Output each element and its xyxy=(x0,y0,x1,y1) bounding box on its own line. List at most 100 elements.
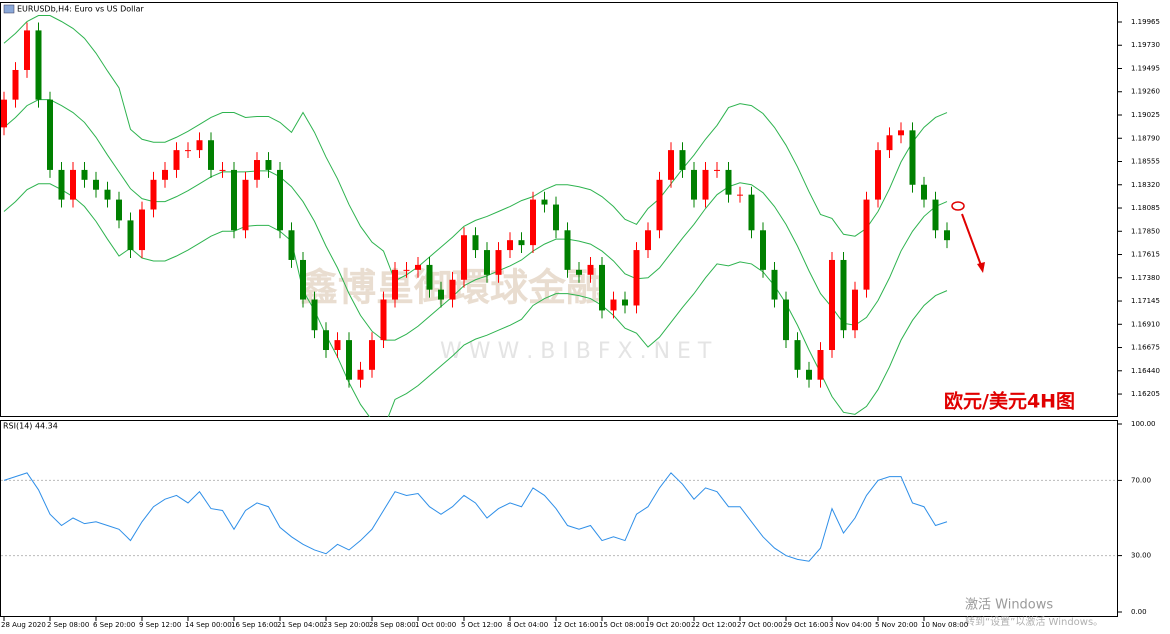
y-tick-label: 1.17380 xyxy=(1131,274,1160,282)
candle-body xyxy=(576,269,582,275)
candle-body xyxy=(507,240,513,251)
candle-body xyxy=(231,169,237,231)
y-tick-label: 30.00 xyxy=(1131,552,1151,560)
y-tick-label: 1.19495 xyxy=(1131,64,1160,72)
candle-body xyxy=(150,179,157,210)
candle-body xyxy=(668,150,674,180)
x-tick-label: 28 Sep 08:00 xyxy=(369,621,416,629)
candle-body xyxy=(127,220,134,251)
x-tick-label: 15 Oct 08:00 xyxy=(599,621,645,629)
candle-body xyxy=(311,299,318,331)
candle-body xyxy=(357,369,364,380)
candle-body xyxy=(806,369,812,380)
candle-body xyxy=(760,230,766,270)
candle-body xyxy=(426,264,433,290)
candle-body xyxy=(875,150,881,200)
x-tick-label: 21 Sep 04:00 xyxy=(277,621,324,629)
rsi-line xyxy=(3,472,948,562)
x-tick-label: 10 Nov 08:00 xyxy=(921,621,968,629)
candle-body xyxy=(484,250,490,275)
candle-body xyxy=(737,194,743,196)
candle-body xyxy=(403,269,410,271)
candle-body xyxy=(771,269,778,300)
candle-body xyxy=(219,169,226,171)
candle-body xyxy=(438,289,444,300)
annotation-circle xyxy=(951,201,965,211)
candle-body xyxy=(863,199,870,290)
y-tick-label: 0.00 xyxy=(1131,608,1147,616)
rsi-title: RSI(14) 44.34 xyxy=(3,422,58,431)
candle-body xyxy=(242,179,249,231)
y-tick-label: 1.18085 xyxy=(1131,204,1160,212)
candle-body xyxy=(334,340,341,351)
candle-body xyxy=(162,169,168,180)
x-tick-label: 5 Oct 12:00 xyxy=(461,621,502,629)
candle-body xyxy=(622,299,628,306)
candle-body xyxy=(472,235,479,251)
candle-body xyxy=(196,140,203,151)
candle-body xyxy=(81,169,88,180)
candle-body xyxy=(392,269,398,300)
x-tick-label: 28 Aug 2020 xyxy=(1,621,46,629)
x-tick-label: 27 Oct 00:00 xyxy=(737,621,783,629)
candle-body xyxy=(12,69,19,100)
windows-activate: 激活 Windows xyxy=(965,598,1053,613)
candle-body xyxy=(817,350,824,380)
candle-body xyxy=(461,235,467,280)
candle-body xyxy=(277,169,283,231)
candle-body xyxy=(58,169,65,200)
x-tick-label: 19 Oct 20:00 xyxy=(645,621,691,629)
y-tick-label: 1.19730 xyxy=(1131,41,1160,49)
x-tick-label: 5 Nov 20:00 xyxy=(875,621,918,629)
annotation-arrowhead xyxy=(977,262,985,273)
candle-body xyxy=(369,340,375,370)
candle-body xyxy=(714,169,720,171)
y-tick-label: 1.16910 xyxy=(1131,320,1160,328)
candle-body xyxy=(725,169,732,195)
candle-body xyxy=(564,230,571,270)
band-upper xyxy=(3,15,948,282)
candle-body xyxy=(679,150,686,170)
candle-body xyxy=(380,299,387,341)
candle-body xyxy=(288,230,295,260)
band-middle xyxy=(3,99,948,341)
candle-body xyxy=(852,289,858,331)
plot xyxy=(1,15,950,417)
y-tick-label: 1.16205 xyxy=(1131,390,1160,398)
candle-body xyxy=(656,179,663,231)
y-tick-label: 1.18790 xyxy=(1131,134,1160,142)
candle-body xyxy=(645,230,651,251)
candle-body xyxy=(633,250,640,306)
y-tick-label: 1.17145 xyxy=(1131,297,1160,305)
candle-body xyxy=(208,140,214,170)
candle-body xyxy=(530,199,536,246)
x-tick-label: 29 Oct 16:00 xyxy=(783,621,829,629)
candle-body xyxy=(323,330,329,351)
watermark-url: W W W . B I B F X . N E T xyxy=(440,339,712,364)
x-tick-label: 12 Oct 16:00 xyxy=(553,621,599,629)
y-tick-label: 1.19260 xyxy=(1131,88,1160,96)
candle-body xyxy=(691,169,697,200)
candle-body xyxy=(599,264,605,311)
candle-body xyxy=(300,259,306,300)
candle-body xyxy=(794,340,801,370)
candle-body xyxy=(783,299,789,341)
band-lower xyxy=(3,183,948,417)
candle-body xyxy=(415,264,421,270)
y-tick-label: 1.17850 xyxy=(1131,227,1160,235)
windows-hint: 转到“设置”以激活 Windows。 xyxy=(965,615,1103,628)
candle-body xyxy=(139,209,145,251)
chart-title: EURUSDb,H4: Euro vs US Dollar xyxy=(17,5,145,14)
x-tick-label: 9 Sep 12:00 xyxy=(139,621,181,629)
candle-body xyxy=(921,184,927,200)
candle-body xyxy=(116,199,122,221)
candle-body xyxy=(886,135,893,151)
candle-body xyxy=(587,264,594,275)
candle-body xyxy=(173,150,180,170)
chart-icon xyxy=(3,4,15,14)
candle-body xyxy=(610,299,617,311)
y-tick-label: 1.18320 xyxy=(1131,181,1160,189)
candle-body xyxy=(909,130,916,185)
x-tick-label: 8 Oct 04:00 xyxy=(507,621,548,629)
x-tick-label: 6 Sep 20:00 xyxy=(93,621,135,629)
